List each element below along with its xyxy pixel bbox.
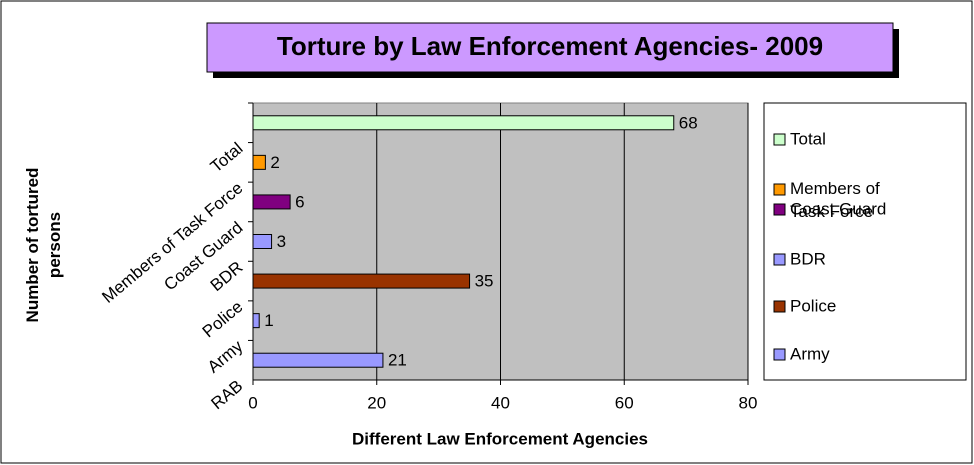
- x-tick-label: 20: [367, 393, 386, 412]
- bar: [252, 273, 471, 289]
- legend-swatch: [773, 203, 786, 216]
- data-label: 6: [295, 192, 304, 211]
- legend-box: [763, 102, 967, 381]
- x-tick-label: 0: [248, 393, 257, 412]
- x-tick-label: 40: [491, 393, 510, 412]
- data-label: 3: [277, 232, 286, 251]
- legend-swatch: [773, 133, 786, 146]
- bar: [252, 234, 273, 249]
- x-tick-label: 60: [615, 393, 634, 412]
- legend-label: Coast Guard: [790, 199, 886, 218]
- data-label: 68: [679, 113, 698, 132]
- bar: [252, 352, 384, 368]
- legend-swatch: [773, 253, 786, 266]
- legend-label: Police: [790, 296, 836, 315]
- bar: [252, 194, 291, 210]
- legend-swatch: [773, 300, 786, 313]
- x-axis-title: Different Law Enforcement Agencies: [352, 429, 648, 448]
- chart-title: Torture by Law Enforcement Agencies- 200…: [277, 31, 823, 61]
- legend-label: BDR: [790, 249, 826, 268]
- data-label: 35: [475, 272, 494, 291]
- data-label: 21: [388, 351, 407, 370]
- bar: [252, 313, 260, 329]
- bar: [252, 154, 266, 170]
- y-axis-title: Number of tortured persons: [23, 168, 64, 323]
- title-box: [206, 22, 894, 73]
- legend-label: Total: [790, 129, 826, 148]
- legend-swatch: [773, 183, 786, 196]
- legend-label: Army: [790, 344, 830, 363]
- legend-swatch: [773, 348, 786, 361]
- bar: [252, 115, 675, 131]
- data-label: 2: [270, 153, 279, 172]
- x-tick-label: 80: [739, 393, 758, 412]
- data-label: 1: [264, 311, 273, 330]
- legend-label: Members of Task Force: [790, 179, 880, 221]
